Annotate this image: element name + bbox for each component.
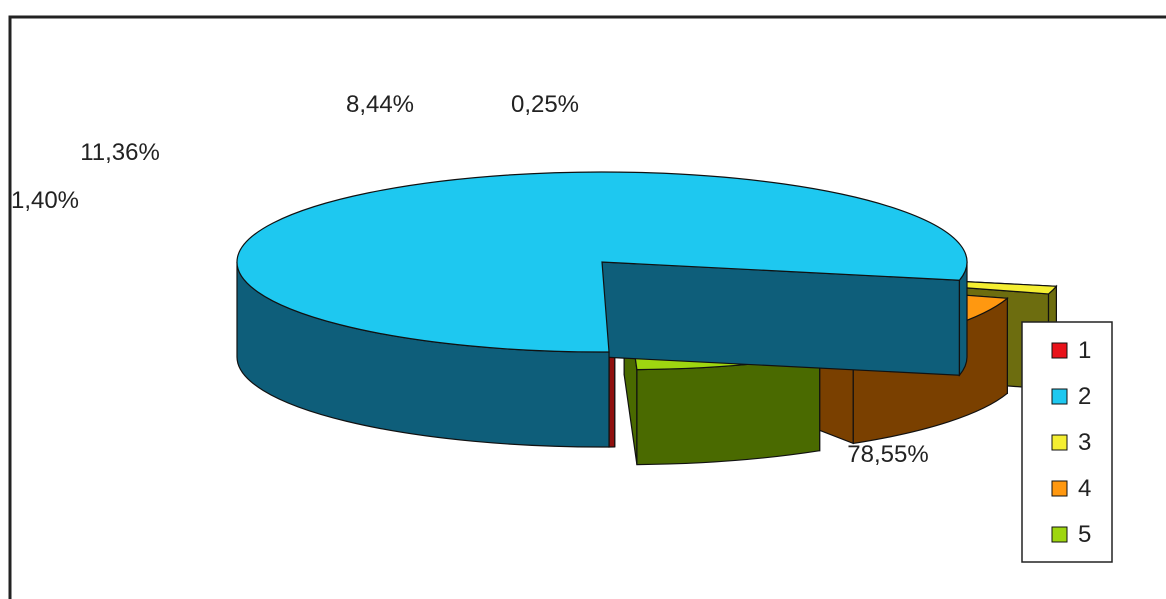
slice-side-wall [601, 261, 961, 376]
data-label-1: 0,25% [511, 91, 579, 118]
legend-label-2: 2 [1078, 383, 1091, 410]
data-label-4: 11,36% [80, 139, 160, 166]
legend-swatch-4 [1051, 480, 1068, 497]
legend-swatch-3 [1051, 434, 1068, 451]
legend-swatch-2 [1051, 388, 1068, 405]
legend-swatch-5 [1051, 526, 1068, 543]
pie-slice-2 [236, 171, 968, 448]
legend: 1 2 3 4 5 [1021, 321, 1113, 563]
legend-label-3: 3 [1078, 429, 1091, 456]
data-label-3: 1,40% [11, 187, 79, 214]
data-label-2: 78,55% [847, 441, 928, 468]
data-labels: 0,25% 78,55% 1,40%11,36% 8,44% [11, 91, 929, 468]
legend-label-5: 5 [1078, 521, 1091, 548]
slice-outer-wall [636, 354, 821, 466]
legend-label-1: 1 [1078, 337, 1091, 364]
data-label-5: 8,44% [346, 91, 414, 118]
legend-swatch-1 [1051, 342, 1068, 359]
pie-slices-front [236, 171, 968, 448]
slice-top [236, 171, 968, 353]
legend-label-4: 4 [1078, 475, 1091, 502]
slice-outer-wall [608, 351, 616, 448]
